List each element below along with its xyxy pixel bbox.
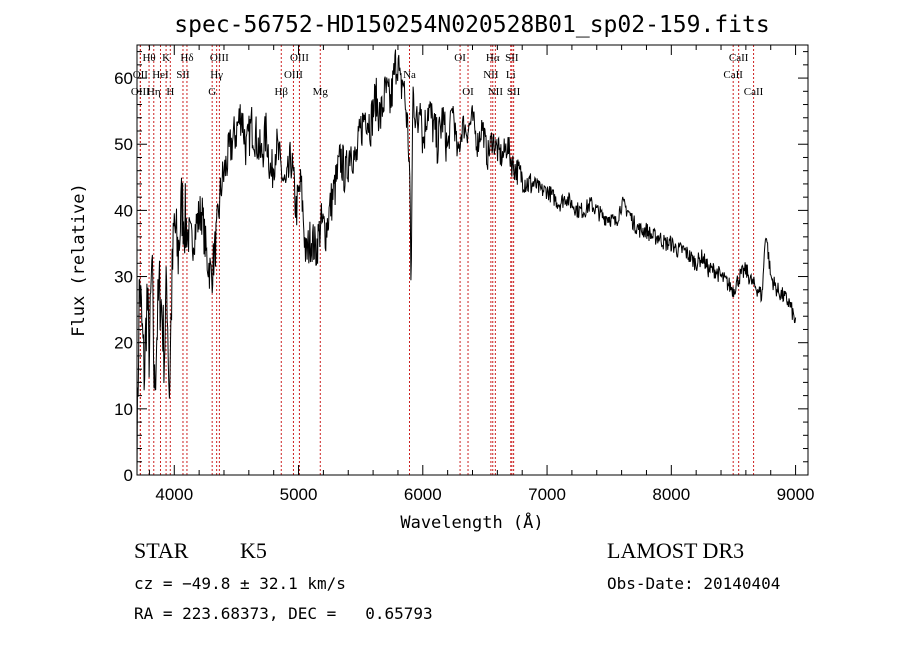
spectral-line-label: SII [505, 52, 519, 64]
spectral-line-label: CaII [744, 86, 764, 98]
y-tick-label: 40 [114, 201, 133, 220]
spectral-line-label: OII [133, 69, 149, 81]
spectral-line-label: Na [403, 69, 416, 81]
spectral-line-label: Hδ [180, 52, 193, 64]
chart-title: spec-56752-HD150254N020528B01_sp02-159.f… [174, 12, 769, 38]
observation-date: Obs-Date: 20140404 [607, 574, 781, 593]
spectral-line-label: OI [462, 86, 474, 98]
spectral-line-label: K [162, 52, 170, 64]
y-tick-label: 0 [124, 466, 133, 485]
y-tick-label: 10 [114, 400, 133, 419]
spectral-line-label: Hγ [210, 69, 223, 81]
y-tick-label: 20 [114, 334, 133, 353]
spectral-line-label: OIII [210, 52, 229, 64]
spectral-line-label: Hα [486, 52, 500, 64]
y-axis-ticks: 0 10 20 30 40 50 60 [114, 51, 808, 485]
spectral-line-label: H [166, 86, 174, 98]
spectral-line-label: HeI [152, 69, 169, 81]
spectral-line-label: Hθ [142, 52, 155, 64]
x-axis-label: Wavelength (Å) [400, 511, 543, 533]
spectral-line-label: OIII [284, 69, 303, 81]
object-subclass: K5 [240, 538, 267, 563]
spectral-line-label: Hη [147, 86, 161, 98]
y-tick-label: 30 [114, 268, 133, 287]
x-tick-label: 5000 [280, 485, 318, 504]
spectral-line-label: SII [507, 86, 521, 98]
x-axis-ticks: 4000 5000 6000 7000 8000 9000 [148, 45, 815, 504]
spectral-line-label: CaII [723, 69, 743, 81]
spectral-line-label: Hβ [274, 86, 288, 98]
spectral-line-label: SII [176, 69, 190, 81]
spectral-line-label: G [208, 86, 216, 98]
spectral-line-label: CaII [729, 52, 749, 64]
object-class: STAR [134, 538, 189, 563]
spectral-line-label: NII [483, 69, 499, 81]
redshift-velocity: cz = −49.8 ± 32.1 km/s [134, 574, 346, 593]
y-tick-label: 50 [114, 135, 133, 154]
survey-name: LAMOST DR3 [607, 538, 745, 563]
x-tick-label: 8000 [652, 485, 690, 504]
spectral-line-label: Mg [313, 86, 329, 98]
x-tick-label: 6000 [404, 485, 442, 504]
x-tick-label: 9000 [777, 485, 815, 504]
x-tick-label: 7000 [528, 485, 566, 504]
spectral-line-label: OIII [131, 86, 150, 98]
spectral-line-markers [139, 45, 755, 475]
spectral-line-label: NII [488, 86, 504, 98]
coordinates: RA = 223.68373, DEC = 0.65793 [134, 604, 433, 623]
x-tick-label: 4000 [155, 485, 193, 504]
spectral-line-label: Li [506, 69, 516, 81]
y-axis-label: Flux (relative) [69, 183, 89, 337]
y-tick-label: 60 [114, 69, 133, 88]
spectral-line-label: OI [454, 52, 466, 64]
spectral-line-label: OIII [290, 52, 309, 64]
spectrum-line [136, 49, 797, 476]
